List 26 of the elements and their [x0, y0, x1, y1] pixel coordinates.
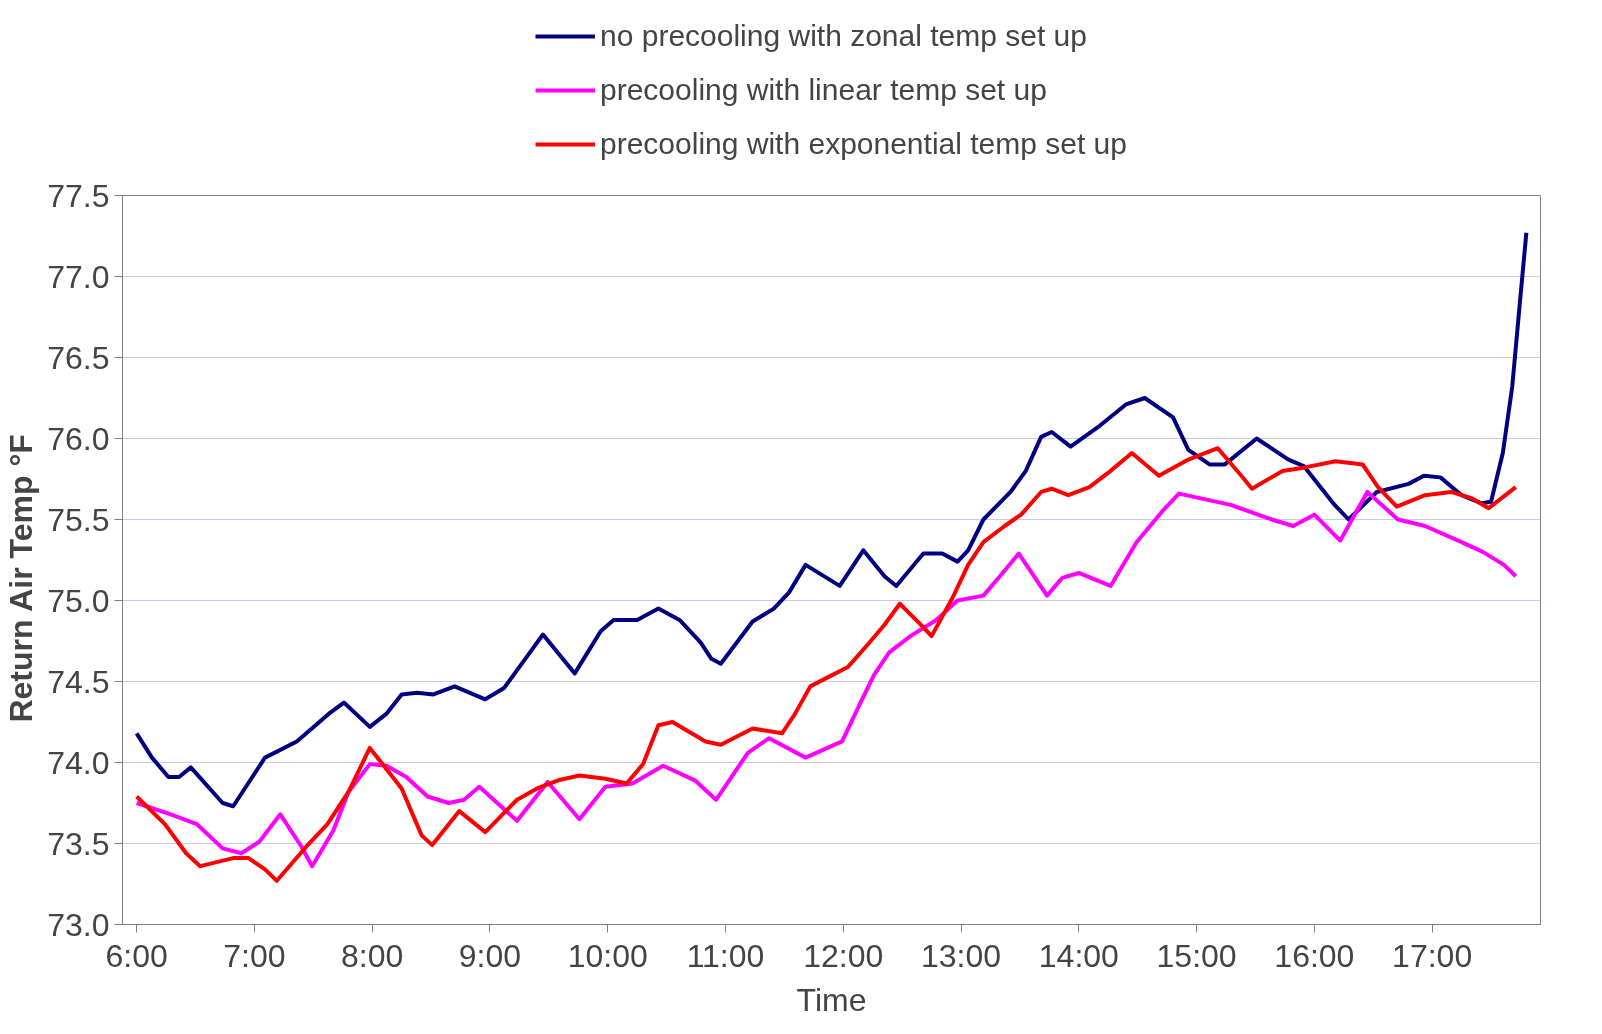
x-axis-title: Time: [796, 981, 867, 1018]
y-tick-label: 75.0: [47, 582, 110, 619]
legend-label: no precooling with zonal temp set up: [600, 18, 1087, 54]
legend-label: precooling with linear temp set up: [600, 72, 1047, 108]
x-tick-label: 15:00: [1156, 937, 1237, 974]
y-tick-label: 74.0: [47, 744, 110, 781]
y-tick-label: 74.5: [47, 663, 110, 700]
x-tick-label: 17:00: [1392, 937, 1473, 974]
y-tick-label: 76.5: [47, 339, 110, 376]
x-tick-label: 16:00: [1274, 937, 1355, 974]
x-tick-label: 13:00: [921, 937, 1002, 974]
x-tick-label: 8:00: [341, 937, 404, 974]
x-tick-label: 11:00: [686, 937, 765, 974]
x-tick-label: 9:00: [458, 937, 522, 974]
x-tick-label: 12:00: [803, 937, 884, 974]
y-axis-title: Return Air Temp °F: [3, 434, 40, 723]
y-tick-label: 77.5: [47, 177, 110, 214]
legend-label: precooling with exponential temp set up: [600, 126, 1127, 162]
x-tick-label: 10:00: [567, 937, 648, 974]
x-tick-label: 14:00: [1038, 937, 1119, 974]
x-tick-label: 7:00: [223, 937, 286, 974]
y-tick-label: 73.5: [47, 825, 110, 862]
y-tick-label: 75.5: [47, 501, 110, 538]
y-tick-label: 76.0: [47, 420, 110, 457]
y-tick-label: 77.0: [47, 258, 110, 295]
line-series: [134, 230, 1529, 809]
